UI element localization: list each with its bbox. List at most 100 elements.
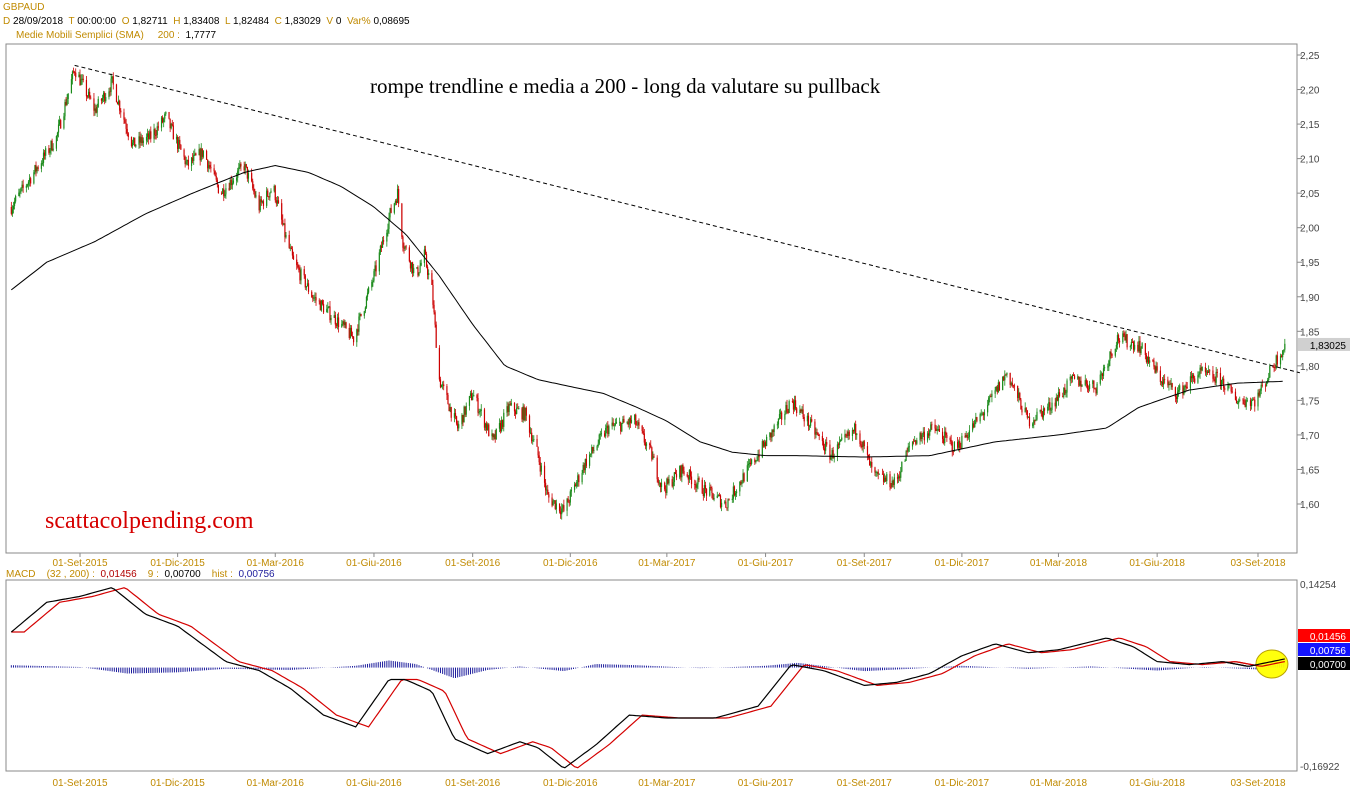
candle-body bbox=[138, 136, 140, 145]
candle-body bbox=[373, 271, 375, 281]
candle bbox=[1194, 376, 1196, 384]
candle-body bbox=[177, 137, 179, 149]
candle-body bbox=[170, 123, 172, 129]
candle bbox=[694, 479, 696, 490]
candle-body bbox=[793, 400, 796, 410]
candle bbox=[135, 144, 137, 148]
candle bbox=[1231, 386, 1233, 394]
candle bbox=[96, 103, 98, 117]
candle bbox=[994, 386, 996, 398]
candle-body bbox=[247, 173, 250, 179]
candle bbox=[1055, 393, 1057, 409]
candle bbox=[1283, 349, 1285, 355]
candle-body bbox=[871, 461, 873, 468]
candle-body bbox=[1250, 400, 1253, 406]
candle-body bbox=[626, 422, 628, 424]
candle-body bbox=[946, 434, 948, 438]
candle-body bbox=[216, 179, 218, 185]
candle-body bbox=[70, 79, 73, 94]
candle-body bbox=[884, 477, 886, 482]
candle bbox=[260, 196, 262, 206]
candle bbox=[1010, 381, 1012, 387]
candle-body bbox=[742, 473, 744, 484]
candle-body bbox=[462, 415, 464, 423]
candle bbox=[215, 172, 217, 183]
candle bbox=[608, 424, 610, 437]
candle bbox=[1062, 392, 1064, 398]
candle bbox=[897, 474, 900, 483]
candle-body bbox=[642, 430, 644, 434]
candle bbox=[103, 90, 105, 103]
candle bbox=[213, 164, 215, 175]
candle-body bbox=[891, 480, 893, 488]
candle-body bbox=[1035, 419, 1037, 421]
signal-value-badge-bg bbox=[1298, 657, 1350, 670]
candle bbox=[552, 498, 554, 506]
candle bbox=[274, 184, 276, 203]
candle-body bbox=[524, 407, 526, 421]
candle bbox=[1159, 366, 1161, 386]
candle-body bbox=[335, 324, 338, 326]
candle bbox=[447, 392, 449, 405]
candle-body bbox=[1252, 399, 1254, 401]
candle-body bbox=[711, 487, 713, 494]
candle-body bbox=[1085, 380, 1087, 384]
candle bbox=[442, 381, 444, 390]
candle-body bbox=[852, 429, 855, 432]
candle-body bbox=[964, 435, 966, 438]
candle bbox=[228, 182, 230, 191]
candle-body bbox=[1159, 370, 1161, 382]
candle bbox=[1204, 362, 1207, 376]
candle-body bbox=[41, 162, 44, 164]
candle-body bbox=[296, 259, 298, 266]
candle bbox=[577, 472, 579, 487]
candle bbox=[638, 418, 640, 429]
candle bbox=[312, 294, 314, 303]
candle-body bbox=[733, 486, 736, 496]
candle-body bbox=[275, 200, 277, 204]
candle bbox=[494, 430, 496, 443]
candle bbox=[160, 116, 163, 132]
candle-body bbox=[952, 451, 954, 453]
candle bbox=[584, 458, 586, 475]
candle-body bbox=[800, 409, 802, 412]
candle-body bbox=[539, 462, 541, 472]
candle-body bbox=[848, 431, 850, 436]
candle bbox=[48, 145, 50, 155]
candle bbox=[405, 244, 407, 250]
candle bbox=[664, 481, 666, 492]
candle-body bbox=[468, 396, 471, 406]
candle-body bbox=[371, 281, 373, 288]
candle-body bbox=[1152, 360, 1154, 362]
candle-body bbox=[1066, 380, 1068, 393]
candle bbox=[845, 433, 847, 438]
candle bbox=[1077, 374, 1079, 380]
candle bbox=[658, 480, 660, 488]
candle bbox=[1185, 381, 1187, 391]
candle bbox=[322, 299, 325, 315]
candle bbox=[1041, 411, 1043, 420]
candle bbox=[536, 434, 538, 447]
candle-body bbox=[981, 413, 983, 415]
candle-body bbox=[1092, 380, 1094, 385]
candle-body bbox=[405, 246, 407, 248]
candle-body bbox=[811, 419, 813, 422]
candle-body bbox=[521, 408, 523, 420]
candle bbox=[464, 406, 466, 418]
candle bbox=[892, 479, 894, 488]
candle-body bbox=[703, 485, 706, 496]
candle-body bbox=[126, 128, 128, 134]
candle bbox=[981, 411, 983, 416]
candle-body bbox=[982, 413, 984, 416]
candle-body bbox=[209, 165, 211, 168]
candle bbox=[763, 439, 766, 448]
candle-body bbox=[141, 137, 143, 144]
candle bbox=[704, 481, 707, 494]
candle bbox=[419, 260, 421, 274]
candle-body bbox=[761, 441, 763, 458]
candle bbox=[438, 345, 441, 382]
symbol-label: GBPAUD bbox=[3, 2, 45, 13]
candle-body bbox=[1033, 420, 1035, 424]
candle bbox=[1088, 380, 1091, 392]
candle-body bbox=[838, 441, 841, 446]
